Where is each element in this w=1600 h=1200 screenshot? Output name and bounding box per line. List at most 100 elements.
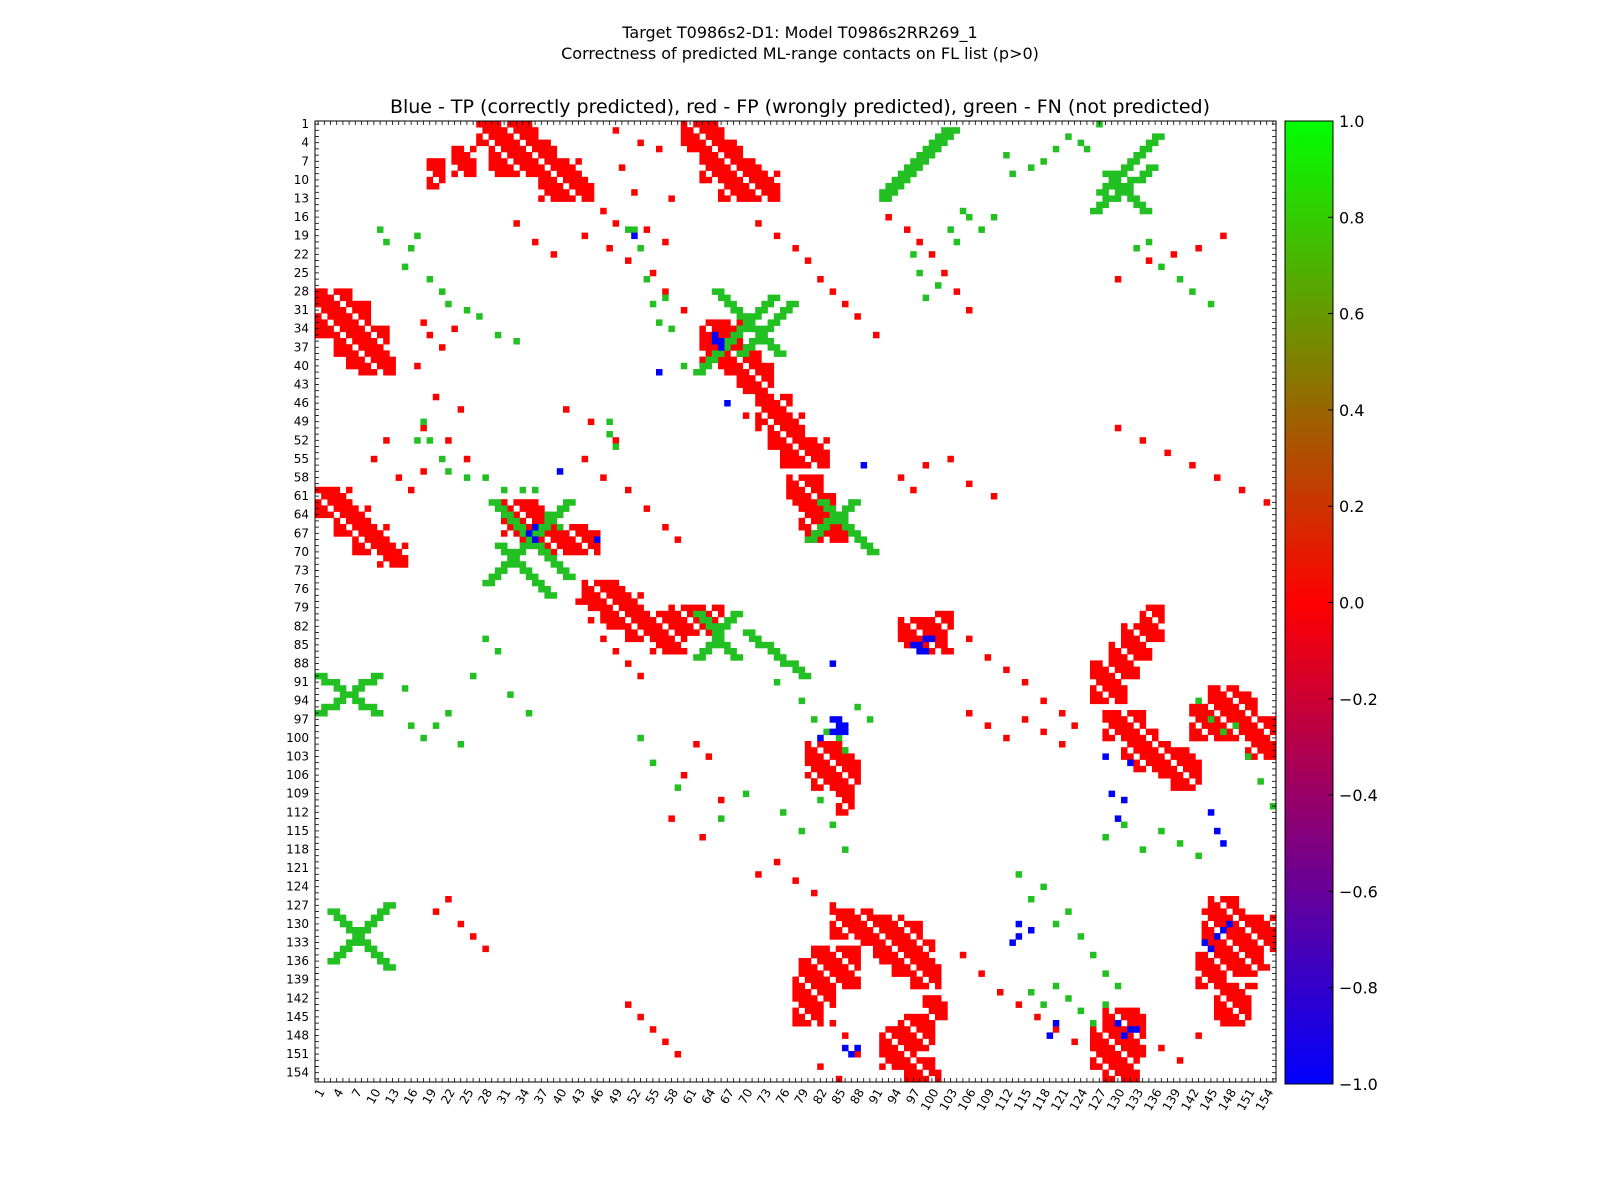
fn-cell (1090, 1020, 1097, 1027)
fp-cell (649, 648, 657, 655)
fp-cell (1096, 660, 1103, 667)
fp-cell (835, 809, 843, 816)
fp-cell (1245, 951, 1252, 959)
fp-cell (525, 505, 533, 512)
fp-cell (364, 505, 372, 512)
fn-cell (383, 902, 390, 909)
fp-cell (513, 158, 520, 165)
fp-cell (389, 548, 396, 556)
fp-cell (1245, 970, 1252, 977)
x-tick-label: 31 (494, 1086, 514, 1106)
fn-cell (631, 226, 638, 233)
tp-cell (1214, 933, 1221, 940)
tp-cell (1121, 1032, 1128, 1039)
fp-cell (1263, 753, 1271, 760)
fp-cell (811, 486, 818, 494)
fp-cell (414, 362, 421, 370)
fp-cell (668, 623, 675, 630)
fn-cell (1015, 871, 1023, 878)
fp-cell (1108, 672, 1116, 680)
fp-cell (519, 133, 527, 140)
fp-cell (563, 406, 570, 413)
fp-cell (463, 158, 471, 165)
y-tick-label: 133 (286, 936, 309, 950)
fp-cell (525, 158, 533, 165)
fp-cell (432, 158, 440, 165)
fp-cell (916, 1038, 923, 1046)
fp-cell (1195, 728, 1202, 736)
fp-cell (718, 331, 725, 339)
fn-cell (377, 672, 384, 680)
fp-cell (1127, 660, 1134, 667)
fp-cell (916, 933, 923, 940)
fp-cell (755, 418, 762, 426)
fp-cell (643, 623, 651, 630)
fn-cell (507, 691, 514, 698)
y-tick-label: 34 (294, 322, 309, 336)
fp-cell (321, 294, 328, 302)
fp-cell (848, 796, 855, 804)
fp-cell (1133, 1069, 1140, 1077)
fn-cell (705, 648, 713, 655)
fp-cell (532, 511, 539, 519)
fp-cell (718, 319, 725, 326)
fp-cell (668, 815, 675, 822)
x-tick-label: 148 (1216, 1086, 1240, 1113)
fp-cell (804, 759, 812, 767)
fn-cell (321, 679, 328, 686)
fp-cell (711, 152, 719, 159)
fp-cell (321, 288, 328, 295)
fp-cell (364, 331, 372, 339)
fp-cell (823, 437, 830, 444)
fp-cell (842, 945, 849, 953)
fp-cell (594, 598, 601, 605)
fp-cell (1214, 1001, 1221, 1008)
fp-cell (327, 313, 334, 320)
fp-cell (321, 307, 328, 314)
fp-cell (693, 604, 700, 612)
fp-cell (606, 579, 613, 587)
fn-cell (711, 350, 719, 357)
fp-cell (1152, 734, 1159, 742)
fp-cell (1114, 685, 1122, 692)
fn-cell (724, 338, 731, 345)
heatmap-cells (315, 121, 1277, 1083)
fp-cell (1139, 1013, 1147, 1021)
fn-cell (538, 530, 545, 537)
fp-cell (687, 629, 694, 636)
fp-cell (569, 164, 576, 171)
fp-cell (804, 511, 812, 519)
fp-cell (718, 362, 725, 370)
fp-cell (544, 530, 551, 537)
fp-cell (451, 152, 458, 159)
fn-cell (860, 542, 868, 550)
fp-cell (817, 759, 824, 767)
fn-cell (370, 710, 378, 717)
tp-cell (848, 1051, 855, 1058)
fn-cell (854, 499, 861, 506)
fp-cell (606, 245, 613, 252)
fp-cell (377, 530, 384, 537)
x-tick-label: 79 (792, 1086, 812, 1106)
fn-cell (494, 331, 502, 339)
fp-cell (1214, 685, 1221, 692)
fp-cell (563, 530, 570, 537)
fp-cell (1232, 734, 1240, 742)
fn-cell (1145, 164, 1153, 171)
fn-cell (910, 170, 917, 178)
fp-cell (798, 455, 806, 463)
fp-cell (928, 958, 936, 965)
fp-cell (618, 617, 626, 624)
fn-cell (494, 542, 502, 550)
fn-cell (897, 176, 905, 184)
fp-cell (625, 486, 632, 494)
fp-cell (724, 319, 731, 326)
fn-cell (1121, 164, 1128, 171)
fp-cell (761, 406, 768, 413)
fp-cell (811, 982, 818, 990)
fp-cell (817, 951, 824, 959)
fp-cell (742, 375, 750, 382)
fp-cell (339, 493, 347, 500)
fp-cell (811, 1013, 818, 1021)
x-tick-label: 4 (330, 1086, 346, 1100)
